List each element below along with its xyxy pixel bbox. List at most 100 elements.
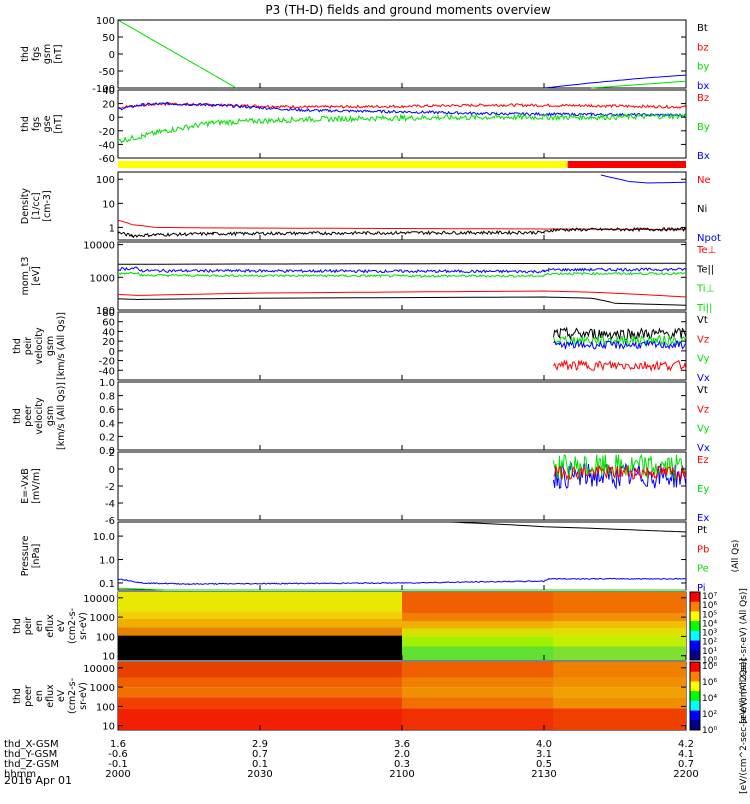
x-tick-value: 0.3 <box>394 759 410 770</box>
colorbar-tick-label: 10² <box>702 710 717 720</box>
spectrogram-cell-2-2 <box>553 687 686 698</box>
spectrogram-cell-0-1 <box>118 611 402 619</box>
spectrogram-cell-0-4 <box>118 708 402 730</box>
x-tick-value: 2.0 <box>394 749 410 760</box>
y-tick-label: 40 <box>102 86 115 97</box>
x-row-label: thd_Z-GSM <box>4 759 59 770</box>
colorbar-frame <box>689 661 701 731</box>
x-tick-value: 2000 <box>105 769 130 780</box>
y-axis-label: Pressure[nPa] <box>20 536 42 577</box>
y-axis-label-line: Density <box>20 188 31 224</box>
x-tick-value: 4.2 <box>678 739 694 750</box>
spectrogram-cell-1-1 <box>402 613 554 622</box>
panel-frame <box>117 171 687 241</box>
series-line-2 <box>117 112 687 144</box>
y-axis-label-line: eV <box>56 689 67 702</box>
y-axis-label: thdpeirenefluxeV(cm2-s-sr-eV) <box>12 608 89 644</box>
legend-entry: Bz <box>697 93 709 104</box>
panel-frame <box>117 381 687 451</box>
y-axis-label-line: [km/s (All Qs)] <box>56 312 67 380</box>
colorbar-segment-2 <box>690 681 700 692</box>
y-tick-label: 40 <box>102 327 115 338</box>
y-axis-label-line: mom_t3 <box>20 257 31 296</box>
series-line-2 <box>553 464 687 481</box>
series-line-2 <box>591 80 687 89</box>
y-tick-label: 1000 <box>90 683 115 694</box>
panels: Btbzbybx100500-50-100thdfgsgsm[nT]BzByBx… <box>12 16 749 794</box>
colorbar-segment-6 <box>690 720 700 731</box>
y-tick-label: 0.0 <box>99 446 115 457</box>
legend-entry: Vy <box>697 424 710 435</box>
spectrogram-cell-1-0 <box>402 662 554 678</box>
spectrogram-cell-0-0 <box>118 662 402 678</box>
y-axis-label-line: velocity <box>34 397 45 435</box>
colorbar-segment-1 <box>690 601 700 612</box>
colorbar-segment-1 <box>690 671 700 682</box>
spectrogram-cell-1-1 <box>402 677 554 688</box>
y-axis-label: thdpeervelocitygsm[km/s (All Qs)] <box>12 382 67 450</box>
y-tick-label: 0 <box>109 465 115 476</box>
x-tick-value: 0.1 <box>252 759 268 770</box>
y-axis-label-line: (cm2-s- <box>67 608 78 644</box>
y-axis-label-line: [nPa] <box>31 544 42 569</box>
spectrogram-cell-1-4 <box>402 636 554 647</box>
legend-entry: Ni <box>697 204 707 215</box>
spectrogram-cell-0-3 <box>118 697 402 709</box>
panel-fgs-gsm: Bt bz by bx 100 50 0 -50 -100 thdfgsgsm[nT] <box>20 16 709 95</box>
y-axis-label: thdfgsgse[nT] <box>20 114 64 133</box>
y-axis-label-line: gsm <box>42 44 53 64</box>
spectrogram-cell-0-2 <box>118 687 402 698</box>
panel-peer-spectrogram: 10⁸ 10⁶ 10⁴ 10² 10⁰ [eV/(cm^2-sec-sr-eV) (All… <box>12 658 749 794</box>
colorbar-tick-label: 10² <box>702 638 717 648</box>
y-axis-label-line: eV <box>56 619 67 632</box>
x-tick-value: -0.6 <box>108 749 128 760</box>
y-tick-label: -50 <box>99 67 115 78</box>
y-axis-label-line: velocity <box>34 327 45 365</box>
y-tick-label: -60 <box>99 154 115 165</box>
colorbar-tick-label: 10⁴ <box>702 694 717 704</box>
colorbar-tick-label: 10⁶ <box>702 601 717 611</box>
panel-pressure: Pt Pb Pe Pi (All Qs) 10.0 1.0 0.1 Pressure[nPa] <box>20 521 741 594</box>
spectrogram-cell-1-3 <box>402 697 554 709</box>
colorbar-tick-label: 10⁰ <box>702 656 717 666</box>
y-tick-label: 100 <box>96 702 115 713</box>
series-line-1 <box>543 74 687 89</box>
y-axis-label-line: eflux <box>45 684 56 708</box>
panel-temperature: Te⊥ Te|| Ti⊥ Ti|| 10000 1000 100 mom_t3[eV] <box>20 241 716 317</box>
series-line-3 <box>553 359 687 373</box>
spectrogram-cell-1-3 <box>402 628 554 637</box>
colorbar-segment-6 <box>690 650 700 661</box>
y-tick-label: 60 <box>102 318 115 329</box>
legend-entry: Pe <box>697 564 709 575</box>
series-line-3 <box>117 290 687 298</box>
y-tick-label: 1 <box>109 223 115 234</box>
legend-entry: By <box>697 122 710 133</box>
y-tick-label: 0.1 <box>99 579 115 590</box>
colorbar-segment-5 <box>690 710 700 721</box>
spectrogram-cell-2-4 <box>553 708 686 730</box>
colorbar-segment-3 <box>690 621 700 632</box>
spectrogram-cell-2-1 <box>553 613 686 622</box>
spectrogram-cell-2-5 <box>553 646 686 660</box>
y-tick-label: 80 <box>102 308 115 319</box>
series-line-4 <box>117 296 687 306</box>
legend-entry: Pb <box>697 544 709 555</box>
legend-entry: Vz <box>697 404 709 415</box>
panel-density: Ne Ni Npot 100 10 1 Density[1/cc][cm-3] <box>20 171 721 244</box>
legend-entry: Npot <box>697 233 721 244</box>
spectrogram-cell-2-2 <box>553 621 686 629</box>
legend-entry: bx <box>697 81 709 92</box>
x-tick-value: 0.7 <box>252 749 268 760</box>
legend-entry: Ti⊥ <box>696 284 714 295</box>
y-tick-label: -20 <box>99 357 115 368</box>
x-tick-value: 3.6 <box>394 739 410 750</box>
y-tick-label: 100 <box>96 16 115 27</box>
y-tick-label: 0.2 <box>99 432 115 443</box>
spectrogram-cell-0-0 <box>118 592 402 612</box>
colorbar-label: [eV/(cm^2-sec-sr-eV) (All Qs)] <box>739 658 749 794</box>
spectrogram-cell-2-0 <box>553 662 686 678</box>
y-tick-label: 0 <box>109 50 115 61</box>
y-tick-label: -40 <box>99 140 115 151</box>
y-axis-label-line: sr-eV) <box>78 612 89 640</box>
y-tick-label: 1000 <box>90 273 115 284</box>
